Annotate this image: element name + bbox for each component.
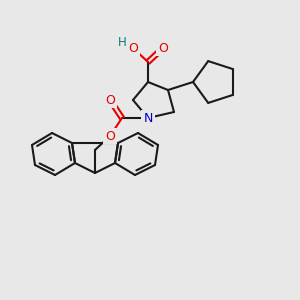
Text: O: O [105, 130, 115, 142]
Text: O: O [158, 41, 168, 55]
Text: O: O [105, 94, 115, 106]
Text: O: O [128, 41, 138, 55]
Text: N: N [143, 112, 153, 124]
Text: H: H [118, 35, 126, 49]
